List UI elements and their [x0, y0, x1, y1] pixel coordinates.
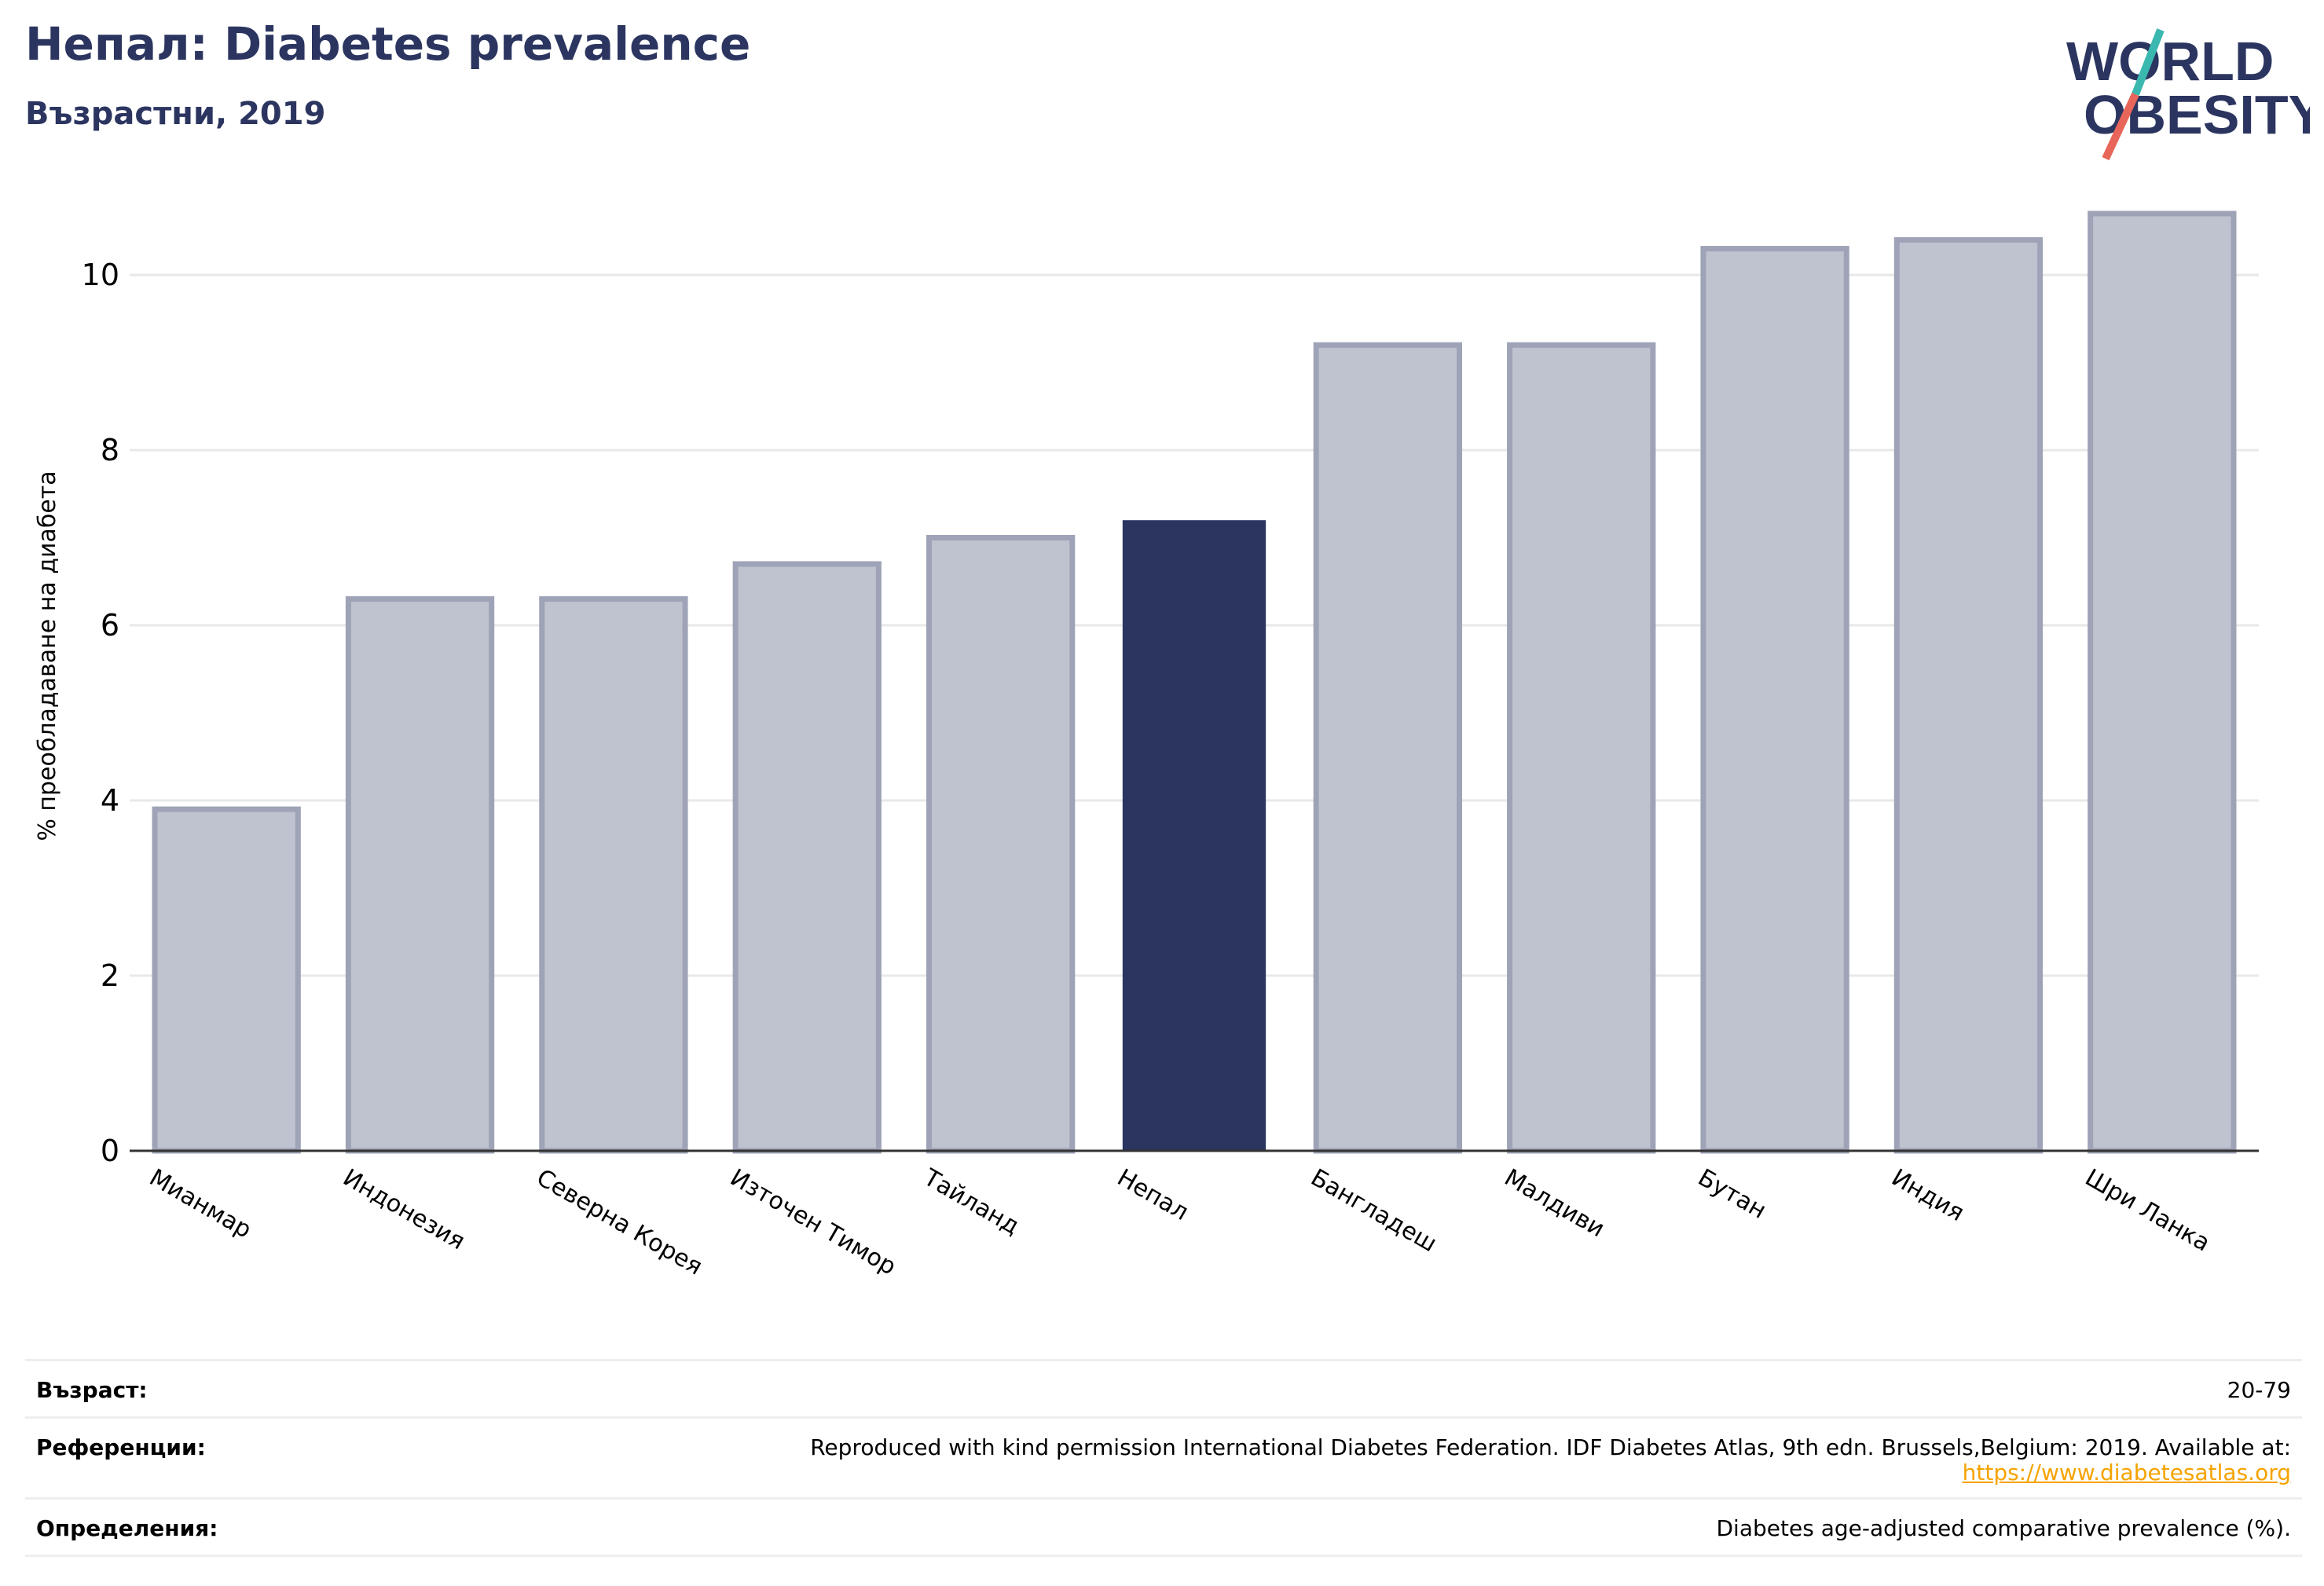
y-ticks: 0 2 4 6 8 10: [82, 258, 119, 1168]
age-value: 20-79: [2227, 1377, 2291, 1403]
references-text: Reproduced with kind permission Internat…: [810, 1434, 2291, 1460]
page-title: Непал: Diabetes prevalence: [25, 17, 751, 71]
x-tick-label: Шри Ланка: [2080, 1164, 2215, 1258]
definitions-value: Diabetes age-adjusted comparative preval…: [1716, 1515, 2292, 1541]
y-tick-label: 0: [101, 1134, 119, 1168]
bar-chart: 0 2 4 6 8 10 Мианмар Индонезия Северна Корея Изт…: [34, 211, 2259, 1281]
x-tick-label: Бангладеш: [1306, 1164, 1441, 1258]
x-tick-label: Непал: [1113, 1164, 1193, 1226]
world-obesity-logo: WORLD OBESITY: [2066, 28, 2310, 161]
bars: [152, 211, 2237, 1154]
x-tick-label: Индонезия: [339, 1164, 470, 1256]
references-label: Референции:: [36, 1434, 206, 1460]
bar: [1122, 520, 1266, 1151]
age-label: Възраст:: [36, 1377, 148, 1403]
y-tick-label: 2: [101, 958, 119, 993]
x-tick-label: Тайланд: [918, 1163, 1025, 1240]
x-tick-label: Северна Корея: [532, 1164, 707, 1281]
logo-line1: WORLD: [2066, 31, 2274, 92]
y-tick-label: 8: [101, 433, 119, 467]
references-link[interactable]: https://www.diabetesatlas.org: [1962, 1460, 2291, 1485]
x-tick-label: Малдиви: [1500, 1164, 1609, 1244]
bar: [732, 561, 882, 1154]
x-tick-label: Индия: [1886, 1164, 1968, 1227]
logo-line2: OBESITY: [2084, 84, 2310, 145]
age-row: Възраст: 20-79: [25, 1359, 2302, 1416]
y-axis-title: % преобладаване на диабета: [34, 471, 61, 841]
bar: [539, 596, 688, 1154]
references-row: Референции: Reproduced with kind permiss…: [25, 1416, 2302, 1497]
bar: [1893, 236, 2044, 1154]
bar: [1700, 246, 1849, 1154]
bar: [2088, 211, 2237, 1154]
x-tick-label: Бутан: [1693, 1164, 1771, 1225]
x-tick-label: Източен Тимор: [725, 1164, 900, 1281]
definitions-row: Определения: Diabetes age-adjusted compa…: [25, 1497, 2302, 1557]
x-ticks: Мианмар Индонезия Северна Корея Източен Тим…: [145, 1163, 2215, 1281]
bar: [1313, 342, 1463, 1154]
bar: [1507, 342, 1656, 1154]
bar: [345, 596, 495, 1154]
logo-red-slash: [2102, 92, 2139, 161]
y-tick-label: 10: [82, 258, 119, 292]
logo-teal-slash: [2132, 28, 2165, 96]
info-table: Възраст: 20-79 Референции: Reproduced wi…: [25, 1359, 2302, 1557]
y-tick-label: 4: [101, 783, 119, 818]
y-tick-label: 6: [101, 608, 119, 643]
definitions-label: Определения:: [36, 1515, 218, 1541]
bar: [926, 535, 1076, 1154]
x-tick-label: Мианмар: [145, 1164, 256, 1244]
page-subtitle: Възрастни, 2019: [25, 96, 326, 132]
bar: [152, 806, 301, 1154]
